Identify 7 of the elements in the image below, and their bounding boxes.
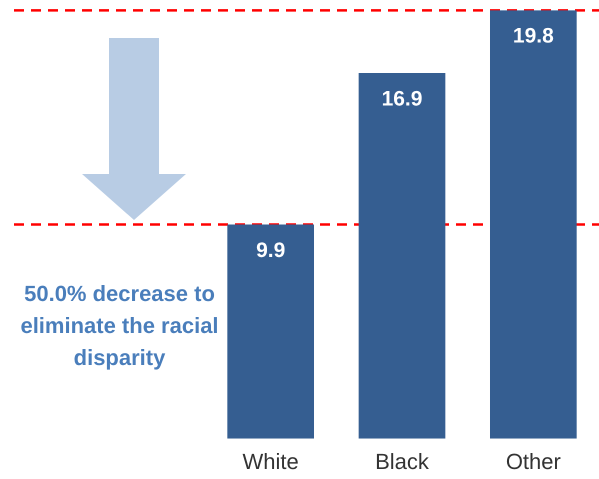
x-tick-label: Other: [506, 448, 561, 474]
data-label: 9.9: [256, 238, 286, 262]
x-tick-label: Black: [375, 448, 430, 474]
x-tick-label: White: [242, 448, 299, 474]
annotation: 50.0% decrease to eliminate the racial disparity: [19, 280, 220, 372]
data-label: 19.8: [512, 24, 554, 48]
data-label: 16.9: [382, 87, 422, 110]
